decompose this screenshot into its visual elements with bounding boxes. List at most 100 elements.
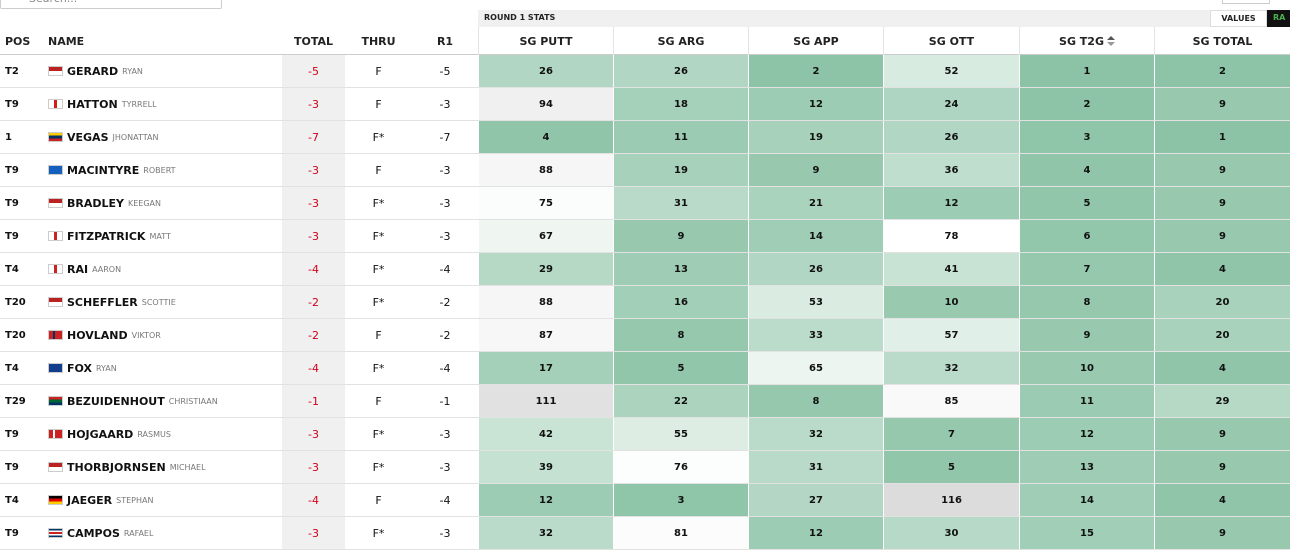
first-name: RYAN: [122, 66, 143, 76]
first-name: MICHAEL: [169, 462, 206, 472]
thru: F*: [372, 460, 385, 474]
row[interactable]: T9 THORBJORNSEN MICHAEL -3 F* -3 39 76 31 5 13 9: [0, 451, 1290, 484]
row[interactable]: T29 BEZUIDENHOUT CHRISTIAAN -1 F -1 111 22 8 85 11…: [0, 385, 1290, 418]
player-name[interactable]: MACINTYRE ROBERT: [43, 154, 282, 186]
row[interactable]: T9 BRADLEY KEEGAN -3 F* -3 75 31 21 12 5 9: [0, 187, 1290, 220]
stat-cell: 5: [1019, 187, 1154, 219]
r1: -3: [439, 97, 451, 111]
player-name[interactable]: THORBJORNSEN MICHAEL: [43, 451, 282, 483]
position: T20: [5, 329, 26, 341]
values-toggle[interactable]: VALUES: [1210, 10, 1267, 27]
player-name[interactable]: BEZUIDENHOUT CHRISTIAAN: [43, 385, 282, 417]
column-header[interactable]: POS: [0, 27, 43, 55]
column-header[interactable]: SG PUTT: [478, 27, 613, 55]
player-name[interactable]: SCHEFFLER SCOTTIE: [43, 286, 282, 318]
first-name: RASMUS: [137, 429, 171, 439]
last-name: GERARD: [67, 64, 119, 78]
column-header[interactable]: SG OTT: [883, 27, 1019, 55]
row[interactable]: T20 SCHEFFLER SCOTTIE -2 F* -2 88 16 53 10 8 20: [0, 286, 1290, 319]
stat-cell: 39: [478, 451, 613, 483]
stat-cell: 8: [748, 385, 883, 417]
last-name: VEGAS: [67, 130, 109, 144]
stat-cell: 2: [1154, 55, 1290, 87]
stat-cell: 21: [748, 187, 883, 219]
first-name: JHONATTAN: [112, 132, 159, 142]
stat-cell: 33: [748, 319, 883, 351]
player-name[interactable]: RAI AARON: [43, 253, 282, 285]
flag: [48, 165, 63, 175]
player-name[interactable]: HOJGAARD RASMUS: [43, 418, 282, 450]
stat-cell: 4: [1019, 154, 1154, 186]
column-header[interactable]: TOTAL: [282, 27, 345, 55]
row[interactable]: T9 HATTON TYRRELL -3 F -3 94 18 12 24 2 9: [0, 88, 1290, 121]
thru: F*: [372, 427, 385, 441]
stat-cell: 8: [1019, 286, 1154, 318]
player-name[interactable]: FOX RYAN: [43, 352, 282, 384]
first-name: SCOTTIE: [141, 297, 176, 307]
thru: F: [375, 493, 382, 507]
first-name: AARON: [92, 264, 122, 274]
search-box[interactable]: Search...: [0, 0, 222, 9]
column-header[interactable]: THRU: [345, 27, 412, 55]
column-header[interactable]: SG TOTAL: [1154, 27, 1290, 55]
stat-cell: 12: [883, 187, 1019, 219]
player-name[interactable]: JAEGER STEPHAN: [43, 484, 282, 516]
column-header[interactable]: SG T2G: [1019, 27, 1154, 55]
stats-group-label: ROUND 1 STATS: [478, 10, 1210, 27]
row[interactable]: 1 VEGAS JHONATTAN -7 F* -7 4 11 19 26 3 1: [0, 121, 1290, 154]
stat-cell: 9: [1154, 154, 1290, 186]
stat-cell: 19: [748, 121, 883, 153]
player-name[interactable]: VEGAS JHONATTAN: [43, 121, 282, 153]
stat-cell: 67: [478, 220, 613, 252]
player-name[interactable]: FITZPATRICK MATT: [43, 220, 282, 252]
stat-cell: 11: [613, 121, 748, 153]
total: -4: [282, 352, 345, 384]
player-name[interactable]: CAMPOS RAFAEL: [43, 517, 282, 549]
stat-cell: 8: [613, 319, 748, 351]
rank-toggle[interactable]: RA: [1267, 10, 1290, 27]
player-name[interactable]: HOVLAND VIKTOR: [43, 319, 282, 351]
row[interactable]: T2 GERARD RYAN -5 F -5 26 26 2 52 1 2: [0, 55, 1290, 88]
stat-cell: 16: [613, 286, 748, 318]
stat-cell: 13: [613, 253, 748, 285]
stat-cell: 26: [748, 253, 883, 285]
column-header-text: TOTAL: [293, 34, 334, 48]
column-header[interactable]: R1: [412, 27, 478, 55]
player-name[interactable]: BRADLEY KEEGAN: [43, 187, 282, 219]
row[interactable]: T9 HOJGAARD RASMUS -3 F* -3 42 55 32 7 12 9: [0, 418, 1290, 451]
row[interactable]: T4 JAEGER STEPHAN -4 F -4 12 3 27 116 14 4: [0, 484, 1290, 517]
row[interactable]: T4 RAI AARON -4 F* -4 29 13 26 41 7 4: [0, 253, 1290, 286]
position: T4: [5, 362, 19, 374]
row[interactable]: T20 HOVLAND VIKTOR -2 F -2 87 8 33 57 9 20: [0, 319, 1290, 352]
stat-cell: 78: [883, 220, 1019, 252]
total: -3: [282, 220, 345, 252]
column-header[interactable]: SG APP: [748, 27, 883, 55]
thru: F: [375, 328, 382, 342]
stat-cell: 36: [883, 154, 1019, 186]
top-control[interactable]: [1222, 0, 1270, 4]
stat-cell: 31: [748, 451, 883, 483]
row[interactable]: T9 CAMPOS RAFAEL -3 F* -3 32 81 12 30 15 9: [0, 517, 1290, 550]
last-name: HOJGAARD: [67, 427, 134, 441]
first-name: RAFAEL: [123, 528, 154, 538]
stat-cell: 31: [613, 187, 748, 219]
r1: -3: [439, 229, 451, 243]
column-header[interactable]: NAME: [43, 27, 282, 55]
stat-cell: 75: [478, 187, 613, 219]
flag: [48, 132, 63, 142]
stat-cell: 9: [1154, 418, 1290, 450]
sort-icon[interactable]: [1106, 36, 1115, 46]
last-name: FOX: [67, 361, 92, 375]
r1: -5: [439, 64, 451, 78]
stat-cell: 12: [748, 88, 883, 120]
row[interactable]: T9 MACINTYRE ROBERT -3 F -3 88 19 9 36 4 9: [0, 154, 1290, 187]
player-name[interactable]: HATTON TYRRELL: [43, 88, 282, 120]
row[interactable]: T4 FOX RYAN -4 F* -4 17 5 65 32 10 4: [0, 352, 1290, 385]
player-name[interactable]: GERARD RYAN: [43, 55, 282, 87]
total: -2: [282, 319, 345, 351]
flag: [48, 231, 63, 241]
stat-cell: 53: [748, 286, 883, 318]
row[interactable]: T9 FITZPATRICK MATT -3 F* -3 67 9 14 78 6 9: [0, 220, 1290, 253]
column-header[interactable]: SG ARG: [613, 27, 748, 55]
stat-cell: 29: [1154, 385, 1290, 417]
